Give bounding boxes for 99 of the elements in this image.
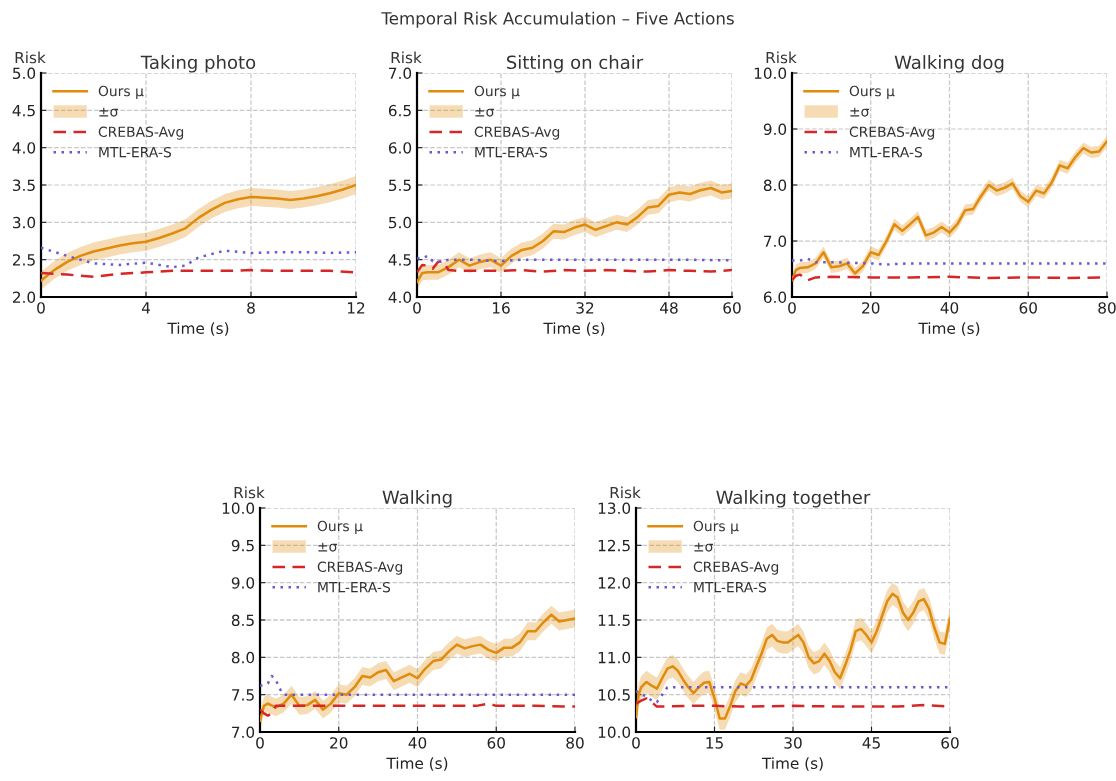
y-tick-label: 6.0 — [388, 142, 412, 154]
x-tick-label: 0 — [37, 302, 45, 314]
y-axis-title: Risk — [391, 51, 422, 64]
y-tick-label: 3.5 — [13, 179, 35, 192]
legend-label: Ours μ — [474, 85, 520, 99]
y-tick-label: 5.5 — [389, 179, 411, 192]
x-tick-label: 0 — [788, 302, 796, 314]
line-series — [260, 702, 575, 717]
x-tick-label: 16 — [492, 302, 510, 314]
x-tick-label: 0 — [413, 302, 421, 314]
y-tick-label: 4.0 — [388, 291, 412, 304]
annotation: ±σ — [99, 107, 118, 117]
chart-title: Sitting on chair — [506, 55, 644, 73]
y-tick-label: 8.0 — [763, 179, 787, 192]
y-tick-label: 6.0 — [763, 291, 787, 304]
legend-label: CREBAS-Avg — [98, 126, 184, 140]
legend-label: MTL-ERA-S — [694, 581, 767, 593]
y-tick-label: 3.0 — [13, 216, 36, 229]
legend-label: CREBAS-Avg — [474, 126, 560, 140]
legend-label: MTL-ERA-S — [99, 146, 172, 158]
y-tick-label: 5.0 — [13, 67, 36, 80]
legend-label: CREBAS-Avg — [317, 561, 403, 575]
y-tick-label: 7.0 — [389, 67, 412, 80]
chart-title: Walking dog — [894, 55, 1004, 73]
y-tick-label: 10.0 — [222, 502, 255, 515]
line-series — [636, 685, 950, 704]
legend-label: Ours μ — [98, 85, 144, 99]
x-axis-title: Time (s) — [167, 322, 229, 336]
chart-title: Walking — [382, 490, 452, 508]
y-tick-label: 7.5 — [232, 689, 254, 701]
x-tick-label: 30 — [784, 737, 802, 749]
x-tick-label: 45 — [862, 737, 880, 749]
y-tick-label: 2.5 — [12, 254, 35, 266]
annotation: ±σ — [694, 542, 713, 552]
legend-label: MTL-ERA-S — [318, 581, 391, 593]
y-tick-label: 9.0 — [231, 577, 255, 589]
y-tick-label: 9.5 — [231, 539, 254, 552]
y-tick-label: 12.5 — [598, 539, 630, 552]
y-tick-label: 11.0 — [598, 651, 631, 664]
text: Temporal Risk Accumulation – Five Actions — [381, 11, 734, 28]
x-tick-label: 80 — [1098, 302, 1116, 314]
x-tick-label: 60 — [487, 737, 505, 749]
chart-title: Walking together — [716, 490, 871, 508]
line-series — [417, 259, 732, 274]
y-axis-title: Risk — [234, 486, 265, 499]
x-tick-label: 60 — [1019, 302, 1037, 314]
y-tick-label: 9.0 — [763, 123, 787, 136]
y-tick-label: 2.0 — [12, 291, 36, 304]
x-axis-title: Time (s) — [386, 757, 448, 771]
chart-title: Taking photo — [140, 55, 256, 73]
line-series — [260, 674, 575, 696]
y-tick-label: 10.0 — [754, 67, 787, 80]
y-tick-label: 7.0 — [764, 235, 787, 248]
y-tick-label: 8.5 — [231, 614, 254, 627]
y-tick-label: 6.5 — [388, 104, 411, 117]
x-tick-label: 48 — [660, 302, 678, 314]
legend-label: Ours μ — [693, 520, 739, 534]
x-tick-label: 4 — [141, 302, 150, 314]
legend-label: MTL-ERA-S — [850, 146, 923, 158]
x-tick-label: 60 — [723, 302, 741, 314]
x-tick-label: 15 — [706, 737, 723, 749]
x-tick-label: 20 — [862, 302, 880, 314]
y-axis-title: Risk — [766, 51, 797, 64]
x-axis-title: Time (s) — [761, 757, 823, 771]
legend-label: CREBAS-Avg — [693, 561, 779, 575]
y-tick-label: 4.5 — [12, 105, 35, 117]
x-tick-label: 20 — [330, 737, 348, 749]
legend-label: CREBAS-Avg — [849, 126, 935, 140]
y-tick-label: 13.0 — [598, 502, 631, 515]
x-tick-label: 0 — [256, 737, 264, 749]
line-series — [41, 268, 356, 279]
x-tick-label: 12 — [347, 302, 365, 314]
y-axis-title: Risk — [15, 51, 46, 64]
annotation: ±σ — [850, 107, 869, 117]
y-tick-label: 7.0 — [232, 726, 255, 739]
y-axis-title: Risk — [610, 486, 641, 499]
x-axis-title: Time (s) — [543, 322, 605, 336]
y-tick-label: 10.5 — [598, 689, 630, 701]
y-tick-label: 5.0 — [389, 216, 412, 229]
x-tick-label: 80 — [566, 737, 584, 749]
x-tick-label: 40 — [940, 302, 959, 314]
y-tick-label: 4.5 — [388, 254, 411, 266]
legend-label: Ours μ — [317, 520, 363, 534]
legend-label: Ours μ — [849, 85, 895, 99]
x-tick-label: 40 — [408, 737, 427, 749]
y-tick-label: 11.5 — [598, 614, 630, 627]
legend-label: MTL-ERA-S — [475, 146, 548, 158]
x-tick-label: 60 — [941, 737, 959, 749]
x-tick-label: 8 — [247, 302, 255, 314]
y-tick-label: 4.0 — [12, 142, 36, 154]
x-axis-title: Time (s) — [918, 322, 980, 336]
annotation: ±σ — [475, 107, 494, 117]
x-tick-label: 0 — [632, 737, 640, 749]
x-tick-label: 32 — [576, 302, 594, 314]
y-tick-label: 8.0 — [231, 651, 255, 664]
y-tick-label: 10.0 — [598, 726, 631, 739]
line-series — [41, 246, 356, 269]
annotation: ±σ — [318, 542, 337, 552]
y-tick-label: 12.0 — [598, 577, 631, 589]
